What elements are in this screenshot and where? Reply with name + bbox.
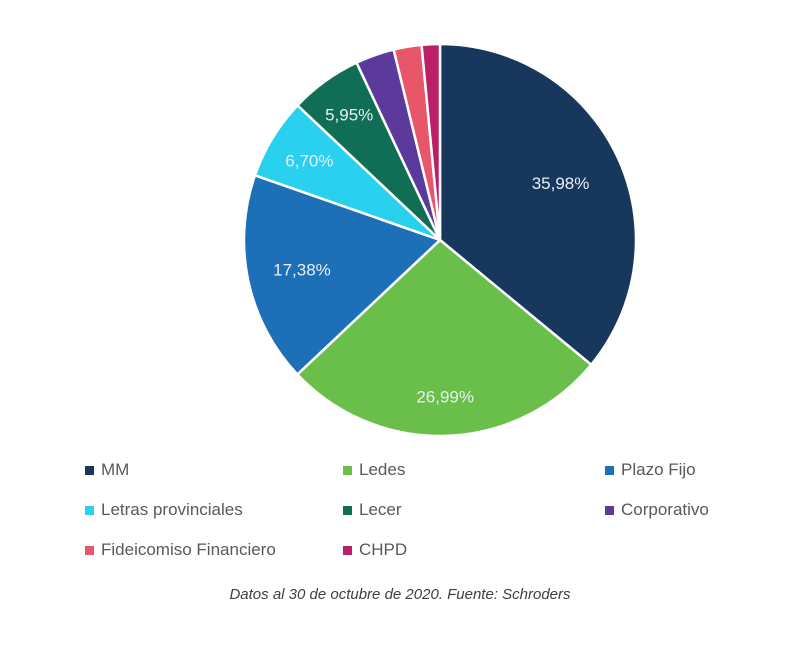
legend-item-mm[interactable]: MM (85, 460, 343, 480)
slice-label-ledes: 26,99% (416, 388, 474, 407)
slice-label-letras-provinciales: 6,70% (285, 152, 333, 171)
legend-label: Plazo Fijo (621, 460, 696, 479)
legend-label: Fideicomiso Financiero (101, 540, 276, 559)
legend-swatch-icon (343, 465, 352, 475)
legend-item-chpd[interactable]: CHPD (343, 540, 605, 560)
slice-label-plazo-fijo: 17,38% (273, 260, 331, 279)
legend-swatch-icon (85, 505, 94, 515)
legend-swatch-icon (605, 505, 614, 515)
source-caption: Datos al 30 de octubre de 2020. Fuente: … (229, 586, 571, 603)
legend-swatch-icon (343, 505, 352, 515)
legend-item-ledes[interactable]: Ledes (343, 460, 605, 480)
slice-label-mm: 35,98% (532, 174, 590, 193)
legend-label: CHPD (359, 540, 408, 559)
legend-label: MM (101, 460, 130, 479)
legend-item-plazo-fijo[interactable]: Plazo Fijo (605, 460, 800, 480)
pie-slice-mm[interactable] (438, 42, 638, 366)
legend-label: Letras provinciales (101, 500, 243, 519)
legend-swatch-icon (605, 465, 614, 475)
legend-swatch-icon (85, 465, 94, 475)
legend-swatch-icon (343, 545, 352, 555)
legend-label: Lecer (359, 500, 402, 519)
chart-legend: MM Ledes Plazo Fijo Letras provinciales Lece… (85, 460, 800, 560)
pie-chart-svg: 35,98% 26,99% 17,38% 6,70% 5,95% (242, 42, 638, 438)
legend-label: Corporativo (621, 500, 709, 519)
legend-swatch-icon (85, 545, 94, 555)
legend-label: Ledes (359, 460, 406, 479)
legend-item-corporativo[interactable]: Corporativo (605, 500, 800, 520)
pie-chart: 35,98% 26,99% 17,38% 6,70% 5,95% (242, 42, 638, 438)
legend-item-fideicomiso-financiero[interactable]: Fideicomiso Financiero (85, 540, 343, 560)
pie-slice-chpd[interactable] (420, 42, 442, 242)
legend-item-lecer[interactable]: Lecer (343, 500, 605, 520)
legend-item-letras-provinciales[interactable]: Letras provinciales (85, 500, 343, 520)
pie-slice-ledes[interactable] (296, 238, 593, 438)
pie-slice-plazo-fijo[interactable] (242, 174, 442, 376)
slice-label-lecer: 5,95% (325, 106, 373, 125)
